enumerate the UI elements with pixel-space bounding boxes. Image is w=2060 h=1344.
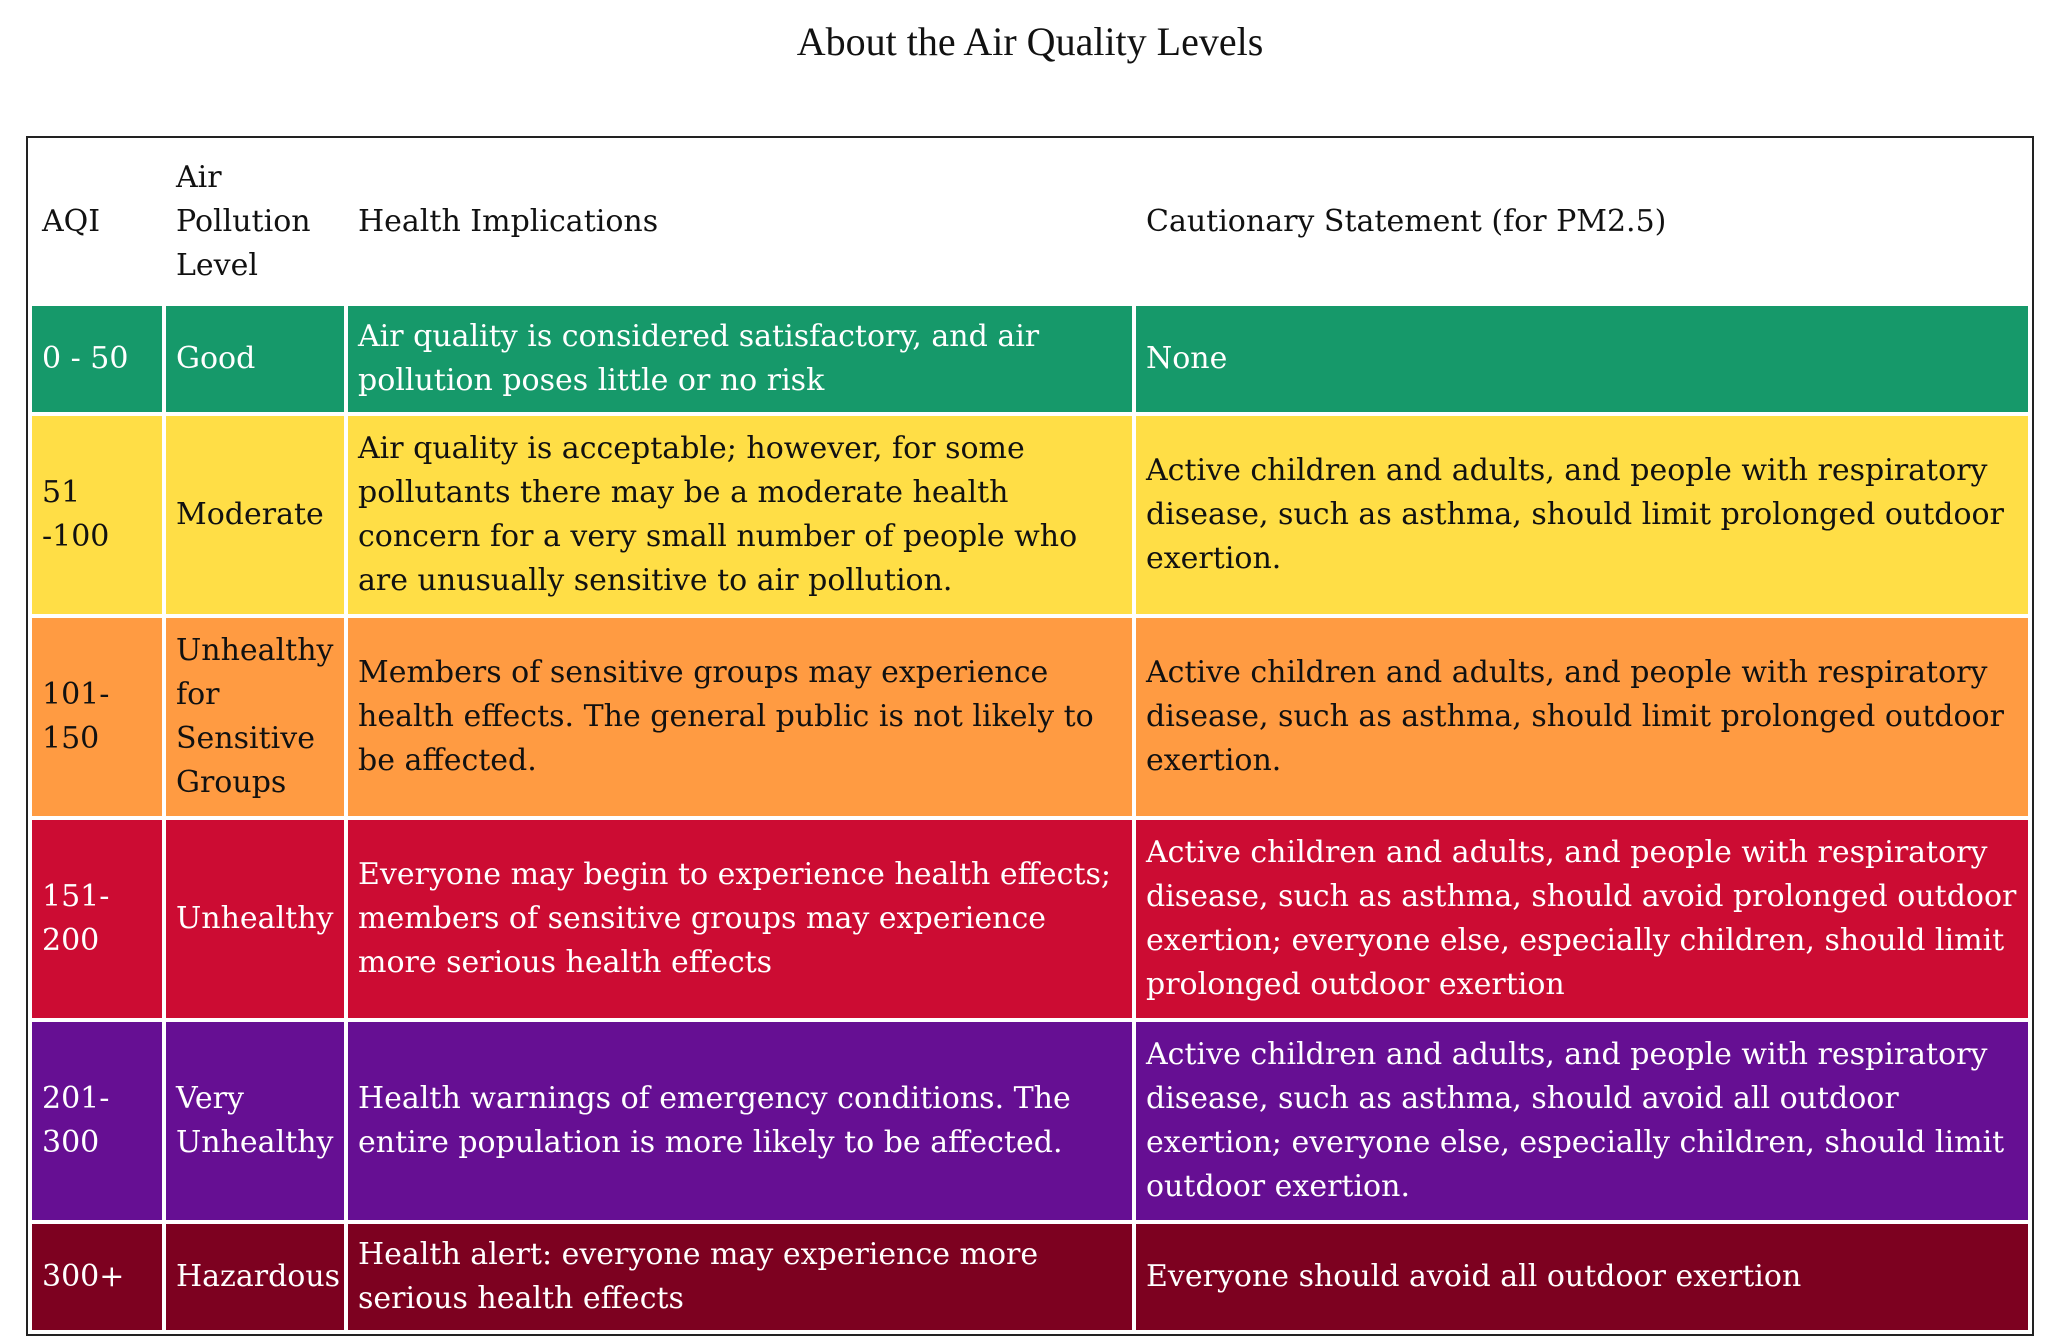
health-cell: Health warnings of emergency conditions.… [348, 1022, 1132, 1220]
aqi-range-cell: 151-200 [32, 820, 162, 1018]
caution-cell: Active children and adults, and people w… [1136, 416, 2028, 614]
header-cautionary-statement: Cautionary Statement (for PM2.5) [1136, 142, 2028, 302]
table-row: 201-300 Very Unhealthy Health warnings o… [32, 1022, 2028, 1220]
health-cell: Health alert: everyone may experience mo… [348, 1224, 1132, 1330]
health-cell: Air quality is considered satisfactory, … [348, 306, 1132, 412]
table-row: 151-200 Unhealthy Everyone may begin to … [32, 820, 2028, 1018]
header-aqi: AQI [32, 142, 162, 302]
health-cell: Members of sensitive groups may experien… [348, 618, 1132, 816]
level-cell: Moderate [166, 416, 344, 614]
table-row: 300+ Hazardous Health alert: everyone ma… [32, 1224, 2028, 1330]
level-cell: Unhealthy for Sensitive Groups [166, 618, 344, 816]
table-header-row: AQI Air Pollution Level Health Implicati… [32, 142, 2028, 302]
table-row: 51 -100 Moderate Air quality is acceptab… [32, 416, 2028, 614]
caution-cell: None [1136, 306, 2028, 412]
header-health-implications: Health Implications [348, 142, 1132, 302]
header-air-pollution-level: Air Pollution Level [166, 142, 344, 302]
caution-cell: Active children and adults, and people w… [1136, 820, 2028, 1018]
aqi-range-cell: 300+ [32, 1224, 162, 1330]
aqi-table: AQI Air Pollution Level Health Implicati… [26, 136, 2034, 1336]
aqi-range-cell: 201-300 [32, 1022, 162, 1220]
table-row: 101-150 Unhealthy for Sensitive Groups M… [32, 618, 2028, 816]
caution-cell: Active children and adults, and people w… [1136, 618, 2028, 816]
level-cell: Good [166, 306, 344, 412]
aqi-range-cell: 0 - 50 [32, 306, 162, 412]
aqi-range-cell: 51 -100 [32, 416, 162, 614]
level-cell: Very Unhealthy [166, 1022, 344, 1220]
caution-cell: Active children and adults, and people w… [1136, 1022, 2028, 1220]
page-title: About the Air Quality Levels [796, 19, 1264, 64]
health-cell: Air quality is acceptable; however, for … [348, 416, 1132, 614]
level-cell: Hazardous [166, 1224, 344, 1330]
level-cell: Unhealthy [166, 820, 344, 1018]
aqi-range-cell: 101-150 [32, 618, 162, 816]
table-row: 0 - 50 Good Air quality is considered sa… [32, 306, 2028, 412]
health-cell: Everyone may begin to experience health … [348, 820, 1132, 1018]
caution-cell: Everyone should avoid all outdoor exerti… [1136, 1224, 2028, 1330]
